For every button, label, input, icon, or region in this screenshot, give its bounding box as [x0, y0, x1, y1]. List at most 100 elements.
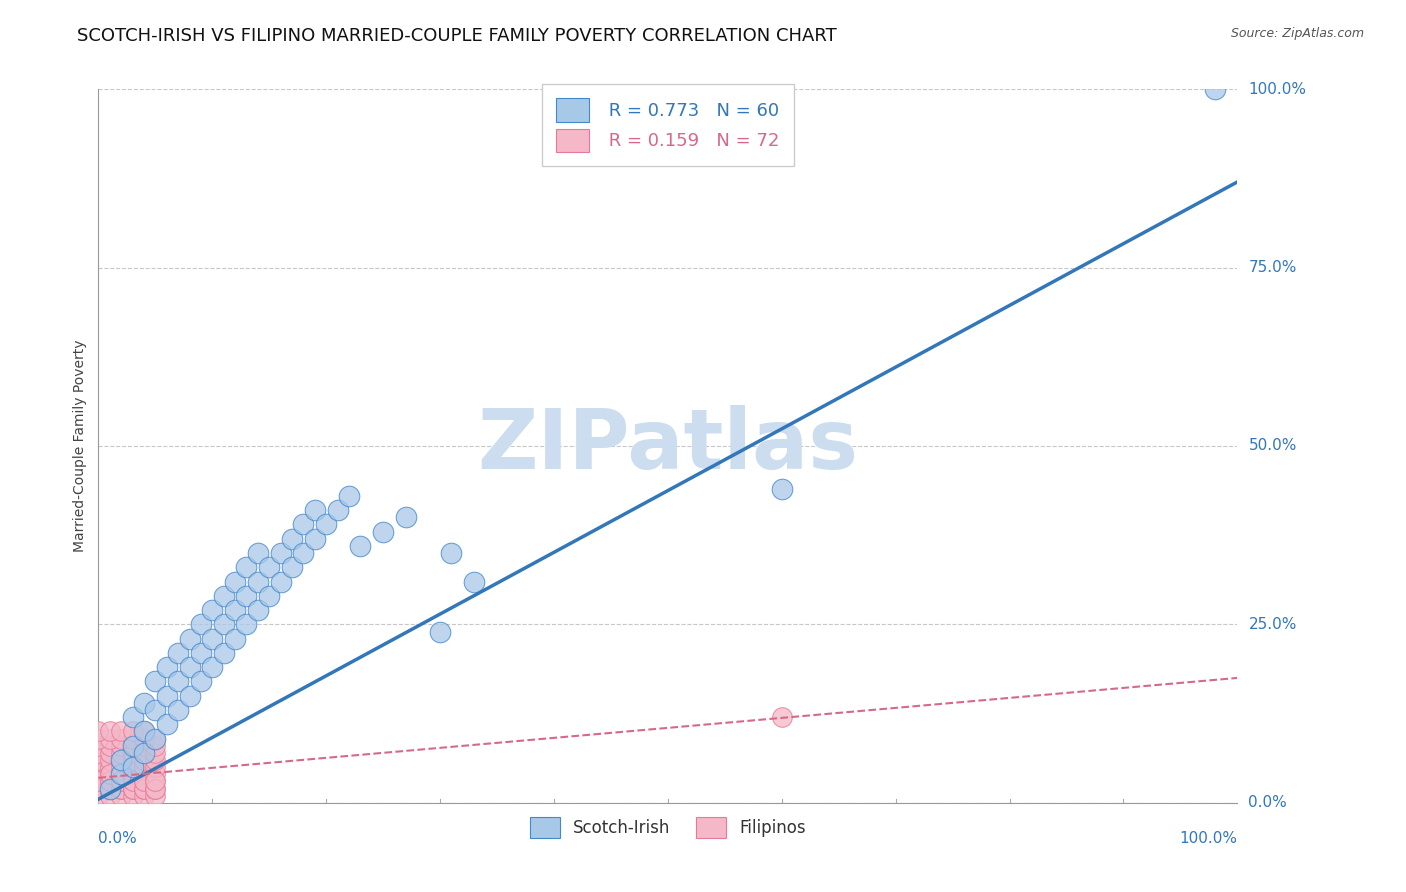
Point: [98, 789, 121, 803]
Point: [98, 731, 121, 746]
Point: [145, 760, 167, 774]
Point: [132, 753, 155, 767]
Point: [87, 731, 110, 746]
Point: [110, 781, 132, 796]
Point: [98, 739, 121, 753]
Point: [259, 560, 281, 574]
Point: [145, 781, 167, 796]
Point: [190, 674, 212, 689]
Point: [98, 724, 121, 739]
Point: [145, 731, 167, 746]
Point: [87, 724, 110, 739]
Point: [121, 789, 143, 803]
Point: [132, 789, 155, 803]
Point: [132, 724, 155, 739]
Point: [110, 774, 132, 789]
Point: [167, 646, 190, 660]
Point: [98, 774, 121, 789]
Point: [167, 674, 190, 689]
Point: [246, 574, 269, 589]
Point: [110, 739, 132, 753]
Point: [132, 746, 155, 760]
Point: [87, 781, 110, 796]
Point: [145, 739, 167, 753]
Point: [110, 767, 132, 781]
Point: [121, 739, 143, 753]
Point: [304, 503, 326, 517]
Point: [132, 696, 155, 710]
Text: 75.0%: 75.0%: [1249, 260, 1296, 275]
Point: [121, 710, 143, 724]
Point: [179, 632, 201, 646]
Point: [132, 781, 155, 796]
Point: [121, 767, 143, 781]
Point: [98, 746, 121, 760]
Point: [371, 524, 394, 539]
Point: [132, 746, 155, 760]
Point: [87, 774, 110, 789]
Point: [224, 632, 246, 646]
Point: [429, 624, 451, 639]
Point: [235, 589, 257, 603]
Point: [145, 731, 167, 746]
Point: [132, 724, 155, 739]
Point: [270, 546, 292, 560]
Point: [145, 753, 167, 767]
Point: [770, 482, 793, 496]
Point: [110, 731, 132, 746]
Point: [87, 739, 110, 753]
Point: [98, 760, 121, 774]
Point: [132, 774, 155, 789]
Point: [156, 717, 179, 731]
Text: 50.0%: 50.0%: [1249, 439, 1296, 453]
Point: [212, 646, 235, 660]
Point: [110, 774, 132, 789]
Point: [110, 753, 132, 767]
Point: [145, 674, 167, 689]
Point: [98, 767, 121, 781]
Point: [179, 660, 201, 674]
Point: [201, 660, 224, 674]
Point: [121, 724, 143, 739]
Point: [132, 767, 155, 781]
Point: [121, 774, 143, 789]
Point: [349, 539, 371, 553]
Point: [212, 589, 235, 603]
Point: [110, 789, 132, 803]
Point: [87, 789, 110, 803]
Point: [156, 660, 179, 674]
Point: [132, 739, 155, 753]
Point: [395, 510, 418, 524]
Point: [145, 781, 167, 796]
Point: [110, 724, 132, 739]
Point: [87, 774, 110, 789]
Point: [110, 760, 132, 774]
Point: [246, 546, 269, 560]
Point: [145, 789, 167, 803]
Point: [190, 646, 212, 660]
Point: [132, 731, 155, 746]
Point: [87, 767, 110, 781]
Point: [1204, 82, 1226, 96]
Point: [98, 767, 121, 781]
Point: [132, 781, 155, 796]
Y-axis label: Married-Couple Family Poverty: Married-Couple Family Poverty: [73, 340, 87, 552]
Point: [145, 774, 167, 789]
Text: Source: ZipAtlas.com: Source: ZipAtlas.com: [1230, 27, 1364, 40]
Point: [87, 753, 110, 767]
Point: [87, 781, 110, 796]
Legend: Scotch-Irish, Filipinos: Scotch-Irish, Filipinos: [516, 804, 820, 852]
Point: [463, 574, 485, 589]
Point: [98, 781, 121, 796]
Text: 25.0%: 25.0%: [1249, 617, 1296, 632]
Point: [212, 617, 235, 632]
Point: [235, 617, 257, 632]
Point: [292, 517, 315, 532]
Point: [259, 589, 281, 603]
Text: 0.0%: 0.0%: [1249, 796, 1286, 810]
Point: [224, 574, 246, 589]
Point: [87, 746, 110, 760]
Point: [121, 746, 143, 760]
Point: [145, 703, 167, 717]
Point: [326, 503, 349, 517]
